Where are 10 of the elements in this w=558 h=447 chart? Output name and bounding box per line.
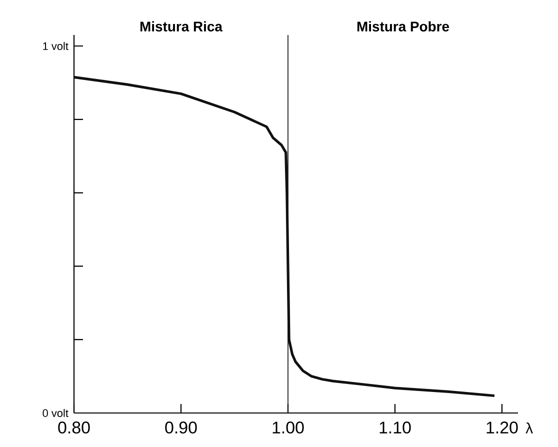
x-tick-label: 1.10 [380, 422, 411, 434]
x-tick-label: 0.80 [58, 422, 90, 434]
text: Mistura Rica [140, 21, 223, 32]
y-tick-label: 0 volt [42, 408, 68, 418]
text: Mistura Pobre [357, 21, 450, 32]
y-tick-label: 1 volt [43, 42, 68, 50]
x-axis-title: λ [526, 422, 533, 434]
x-tick-label: 0.90 [165, 422, 197, 434]
x-tick-label: 1.20 [486, 422, 518, 434]
x-tick-label: 1.00 [272, 422, 304, 434]
